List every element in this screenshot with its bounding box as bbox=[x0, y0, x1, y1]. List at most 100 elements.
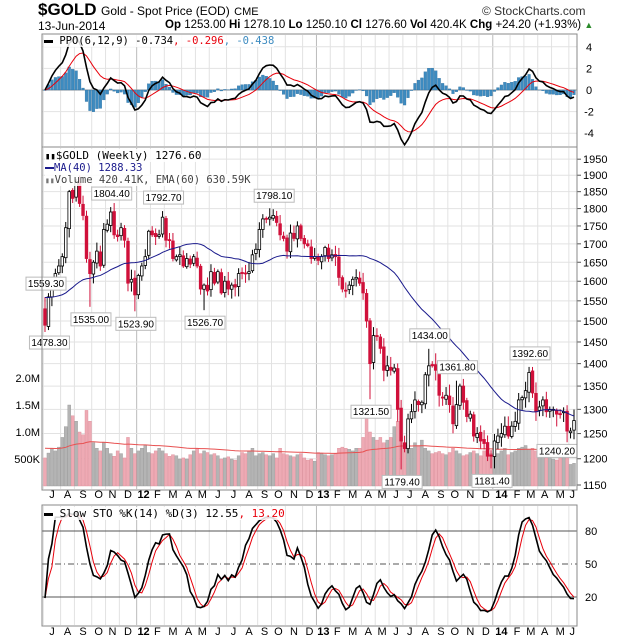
low-label: Lo bbox=[288, 19, 303, 31]
ppo-signal-line bbox=[44, 52, 575, 133]
ppo-histogram-bar bbox=[237, 85, 241, 91]
month-tick-label: O bbox=[274, 489, 283, 501]
volume-bar bbox=[122, 457, 127, 487]
volume-bar bbox=[140, 448, 144, 487]
volume-bar bbox=[60, 437, 64, 487]
volume-bar bbox=[458, 453, 462, 487]
month-tick-label: J bbox=[49, 489, 55, 501]
volume-bar bbox=[91, 442, 96, 487]
volume-bar bbox=[185, 458, 189, 487]
line-swatch-icon bbox=[45, 167, 54, 169]
volume-bar bbox=[295, 454, 300, 487]
candle-body bbox=[171, 240, 175, 259]
ppo-histogram-bar bbox=[503, 82, 507, 91]
volume-bar bbox=[147, 452, 151, 487]
candle-body bbox=[475, 433, 479, 439]
candle-body bbox=[319, 256, 324, 263]
candle-body bbox=[368, 320, 372, 365]
candle-body bbox=[223, 280, 227, 294]
volume-tick-label: 500K bbox=[14, 454, 40, 466]
volume-bar bbox=[302, 457, 307, 487]
volume-bar bbox=[572, 463, 576, 487]
month-tick-label: S bbox=[261, 489, 268, 501]
ppo-histogram-bar bbox=[454, 89, 458, 92]
volume-bar bbox=[150, 453, 154, 487]
ppo-histogram-bar bbox=[392, 89, 396, 93]
month-tick-label: N bbox=[108, 626, 116, 638]
annotation-label: 1798.10 bbox=[256, 191, 293, 202]
ppo-histogram-bar bbox=[492, 89, 497, 92]
candle-body bbox=[164, 218, 168, 241]
candle-body bbox=[219, 272, 224, 294]
price-legend: ▮▮$GOLD (Weekly) 1276.60 bbox=[45, 149, 202, 162]
ppo-histogram-bar bbox=[337, 89, 341, 95]
candle-body bbox=[572, 420, 576, 431]
candle-body bbox=[337, 256, 341, 278]
ppo-histogram-bar bbox=[441, 83, 445, 91]
volume-tick-label: 2.0M bbox=[16, 373, 40, 385]
volume-bar bbox=[70, 415, 75, 487]
price-tick-label: 1350 bbox=[583, 381, 607, 393]
ppo-histogram-bar bbox=[468, 89, 472, 92]
ppo-histogram-bar bbox=[378, 89, 382, 98]
sto-pane bbox=[44, 512, 575, 613]
candle-body bbox=[534, 392, 538, 413]
ppo-histogram-bar bbox=[202, 89, 206, 98]
candle-body bbox=[485, 442, 490, 457]
candle-body bbox=[382, 346, 386, 371]
price-tick-label: 1900 bbox=[583, 170, 607, 182]
annotation-label: 1179.40 bbox=[384, 477, 420, 488]
price-tick-label: 1700 bbox=[583, 239, 607, 251]
volume-bar bbox=[565, 457, 569, 487]
ppo-histogram-bar bbox=[413, 83, 417, 91]
watermark[interactable]: © StockCharts.com bbox=[482, 4, 586, 18]
sto-d-label: , 13.20 bbox=[238, 507, 285, 520]
volume-bar bbox=[274, 457, 279, 487]
candle-body bbox=[209, 271, 213, 291]
month-tick-label: O bbox=[94, 626, 103, 638]
month-tick-label: A bbox=[541, 626, 549, 638]
candle-body bbox=[295, 225, 300, 240]
month-tick-label: O bbox=[274, 626, 283, 638]
volume-bar bbox=[174, 455, 179, 487]
volume-bar bbox=[164, 453, 168, 487]
ppo-histogram-bar bbox=[520, 76, 524, 91]
annotation-box bbox=[25, 276, 67, 291]
ppo-histogram-bar bbox=[368, 89, 372, 105]
annotation-label: 1526.70 bbox=[187, 318, 224, 329]
month-tick-label: M bbox=[556, 626, 565, 638]
ppo-histogram-bar bbox=[105, 89, 109, 95]
candle-body bbox=[496, 435, 500, 443]
ppo-histogram-bar bbox=[527, 74, 531, 91]
price-tick-label: 1800 bbox=[583, 204, 607, 216]
ppo-histogram-bar bbox=[444, 85, 448, 91]
ppo-histogram-bar bbox=[351, 89, 355, 94]
sto-frame bbox=[41, 504, 578, 627]
volume-bar bbox=[333, 453, 338, 487]
volume-bar bbox=[523, 445, 528, 487]
ppo-histogram-bar bbox=[371, 89, 376, 103]
ppo-histogram-bar bbox=[257, 76, 261, 91]
annotation-label: 1240.20 bbox=[539, 446, 576, 457]
ppo-histogram-bar bbox=[57, 76, 61, 91]
ppo-histogram-bar bbox=[109, 88, 113, 91]
month-tick-label: A bbox=[365, 489, 373, 501]
annotation-box bbox=[184, 315, 226, 330]
ppo-histogram-bar bbox=[364, 89, 369, 97]
candle-body bbox=[371, 335, 376, 363]
ppo-histogram-bar bbox=[64, 72, 68, 91]
volume-bar bbox=[160, 450, 165, 487]
candle-body bbox=[347, 284, 351, 290]
ppo-histogram-label: , -0.438 bbox=[223, 35, 275, 47]
candle-body bbox=[503, 425, 507, 436]
volume-bar bbox=[167, 456, 172, 487]
price-annotations: 1559.30 1478.30 1535.00 1804.40 1523.90 1792.… bbox=[25, 186, 578, 489]
volume-bar bbox=[323, 454, 327, 487]
quote-date: 13-Jun-2014 bbox=[38, 19, 106, 33]
ppo-histogram-bar bbox=[396, 89, 400, 98]
candle-body bbox=[558, 413, 562, 416]
volume-bar bbox=[102, 442, 106, 487]
candle-body bbox=[357, 277, 362, 284]
month-tick-label: F bbox=[514, 489, 521, 501]
volume-bar bbox=[309, 458, 313, 487]
